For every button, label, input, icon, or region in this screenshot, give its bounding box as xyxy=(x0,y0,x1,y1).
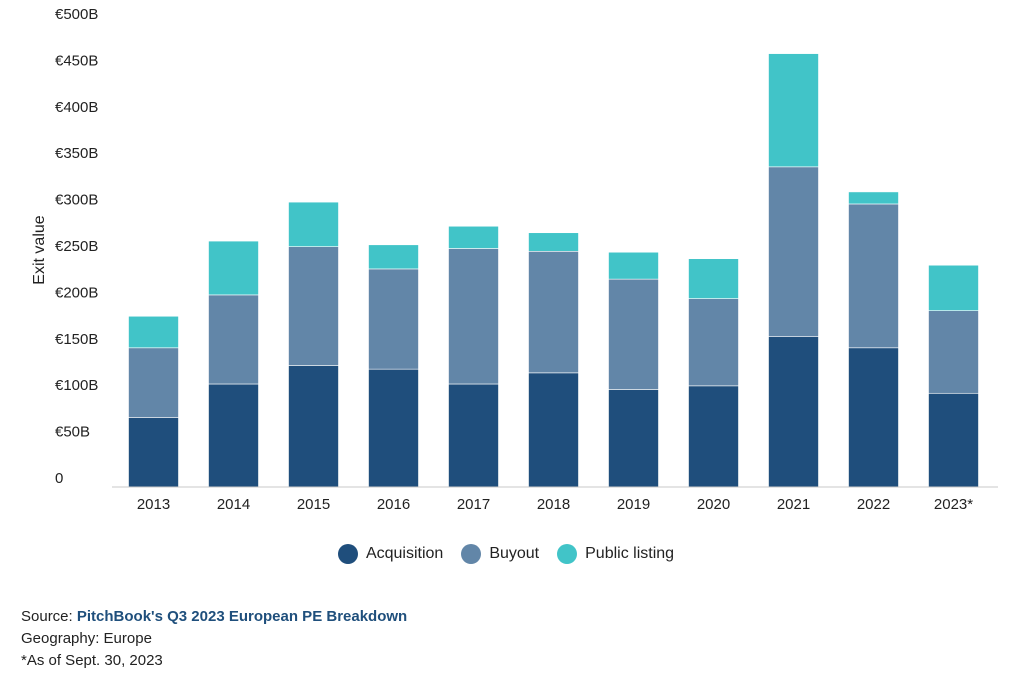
legend-marker-icon xyxy=(461,544,482,564)
y-tick-label: €250B xyxy=(55,238,98,255)
bar-segment-buyout xyxy=(928,310,979,394)
x-tick-label: 2013 xyxy=(137,496,170,513)
legend-marker-icon xyxy=(337,544,358,564)
bar-segment-acquisition xyxy=(208,383,259,488)
bar-segment-buyout xyxy=(368,268,419,370)
y-tick-label: €500B xyxy=(55,6,98,23)
bar-segment-public-listing xyxy=(768,53,819,168)
geography-line: Geography: Europe xyxy=(21,630,152,647)
x-tick-label: 2014 xyxy=(217,496,250,513)
legend-item[interactable]: Public listing xyxy=(557,544,674,564)
source-line: Source: PitchBook's Q3 2023 European PE … xyxy=(21,606,407,628)
legend-item[interactable]: Acquisition xyxy=(337,544,444,564)
bar-segment-buyout xyxy=(288,246,339,366)
x-tick-label: 2020 xyxy=(697,496,730,513)
y-tick-label: €50B xyxy=(55,424,90,441)
bars-group xyxy=(128,53,979,488)
bar-segment-public-listing xyxy=(928,264,979,311)
bar-segment-acquisition xyxy=(448,383,499,488)
y-axis-title: Exit value xyxy=(31,215,48,284)
bar-segment-acquisition xyxy=(608,389,659,488)
bar-segment-public-listing xyxy=(848,191,899,205)
x-tick-label: 2019 xyxy=(617,496,650,513)
legend-label: Public listing xyxy=(585,545,675,562)
bar-segment-buyout xyxy=(528,250,579,374)
bar-segment-buyout xyxy=(128,347,179,418)
legend-item[interactable]: Buyout xyxy=(461,544,539,564)
y-tick-label: €150B xyxy=(55,331,98,348)
date-note: *As of Sept. 30, 2023 xyxy=(21,652,163,669)
y-tick-label: 0 xyxy=(55,470,63,487)
y-tick-label: €300B xyxy=(55,192,98,209)
bar-segment-public-listing xyxy=(128,315,179,349)
y-tick-label: €200B xyxy=(55,284,98,301)
stacked-bar-chart: 0 €50B €100B €150B €200B €250B €300B €350B €400B… xyxy=(31,6,998,513)
legend-label: Buyout xyxy=(489,545,540,562)
legend-marker-icon xyxy=(557,544,578,564)
bar-segment-acquisition xyxy=(528,372,579,488)
x-tick-label: 2022 xyxy=(857,496,890,513)
y-tick-label: €350B xyxy=(55,145,98,162)
y-axis-ticks: 0 €50B €100B €150B €200B €250B €300B €350B €400B… xyxy=(55,6,98,487)
bar-segment-acquisition xyxy=(768,336,819,488)
legend: Acquisition Buyout Public listing xyxy=(0,544,1012,564)
bar-segment-public-listing xyxy=(528,232,579,252)
source-report-link[interactable]: PitchBook's Q3 2023 European PE Breakdow… xyxy=(76,608,408,625)
x-tick-label: 2021 xyxy=(777,496,810,513)
legend-label: Acquisition xyxy=(365,545,444,562)
bar-segment-public-listing xyxy=(288,201,339,247)
bar-segment-buyout xyxy=(448,248,499,385)
bar-segment-public-listing xyxy=(448,225,499,249)
source-prefix: Source: xyxy=(21,608,77,625)
bar-segment-public-listing xyxy=(688,258,739,299)
bar-segment-acquisition xyxy=(128,417,179,488)
x-tick-label: 2018 xyxy=(537,496,570,513)
y-tick-label: €400B xyxy=(55,99,98,116)
x-tick-label: 2023* xyxy=(934,496,973,513)
bar-segment-buyout xyxy=(688,298,739,387)
bar-segment-buyout xyxy=(608,278,659,390)
bar-segment-buyout xyxy=(208,294,259,385)
x-tick-label: 2017 xyxy=(457,496,490,513)
bar-segment-acquisition xyxy=(848,347,899,488)
x-tick-label: 2016 xyxy=(377,496,410,513)
bar-segment-public-listing xyxy=(608,251,659,280)
bar-segment-public-listing xyxy=(208,240,259,296)
y-tick-label: €450B xyxy=(55,52,98,69)
x-tick-label: 2015 xyxy=(297,496,330,513)
x-axis-ticks: 2013 2014 2015 2016 2017 2018 2019 2020 2021 2022… xyxy=(137,496,973,513)
bar-segment-buyout xyxy=(768,166,819,337)
source-block: Source: PitchBook's Q3 2023 European PE … xyxy=(21,606,407,672)
bar-segment-acquisition xyxy=(688,385,739,488)
bar-segment-acquisition xyxy=(928,392,979,488)
bar-segment-acquisition xyxy=(368,368,419,488)
bar-segment-public-listing xyxy=(368,244,419,270)
bar-segment-buyout xyxy=(848,203,899,349)
bar-segment-acquisition xyxy=(288,365,339,488)
y-tick-label: €100B xyxy=(55,377,98,394)
